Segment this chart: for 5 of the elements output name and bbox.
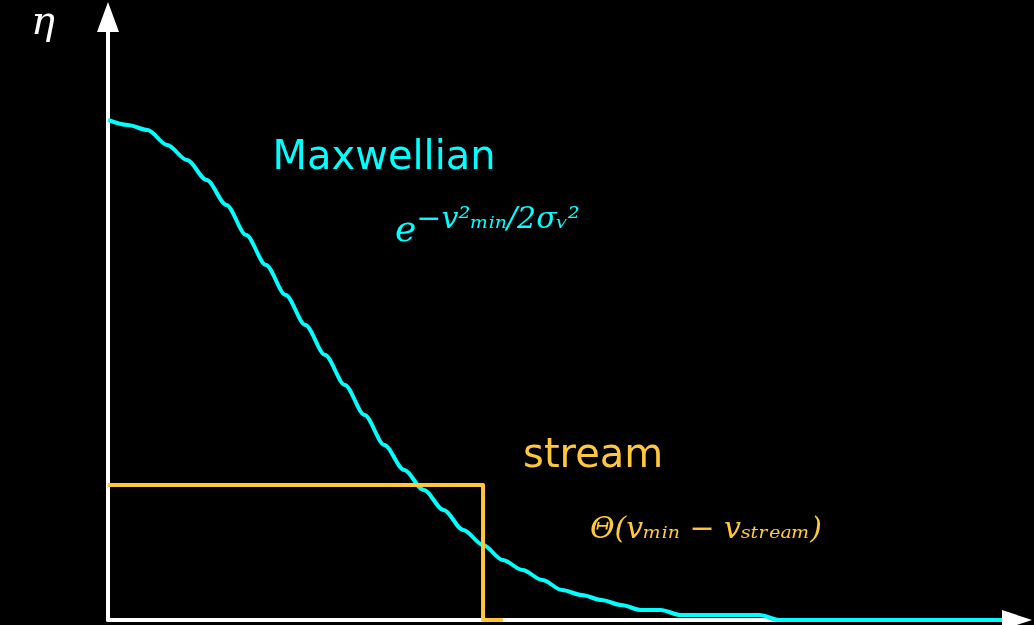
annotation: Θ(vₘᵢₙ − vₛₜᵣₑₐₘ) <box>590 510 822 545</box>
series-label: Maxwellian <box>272 132 496 178</box>
series-label: stream <box>523 430 664 476</box>
annotation: e$^{−v²ₘᵢₙ/2σᵥ²}$ <box>395 200 580 249</box>
y-axis-title: η <box>31 0 56 43</box>
